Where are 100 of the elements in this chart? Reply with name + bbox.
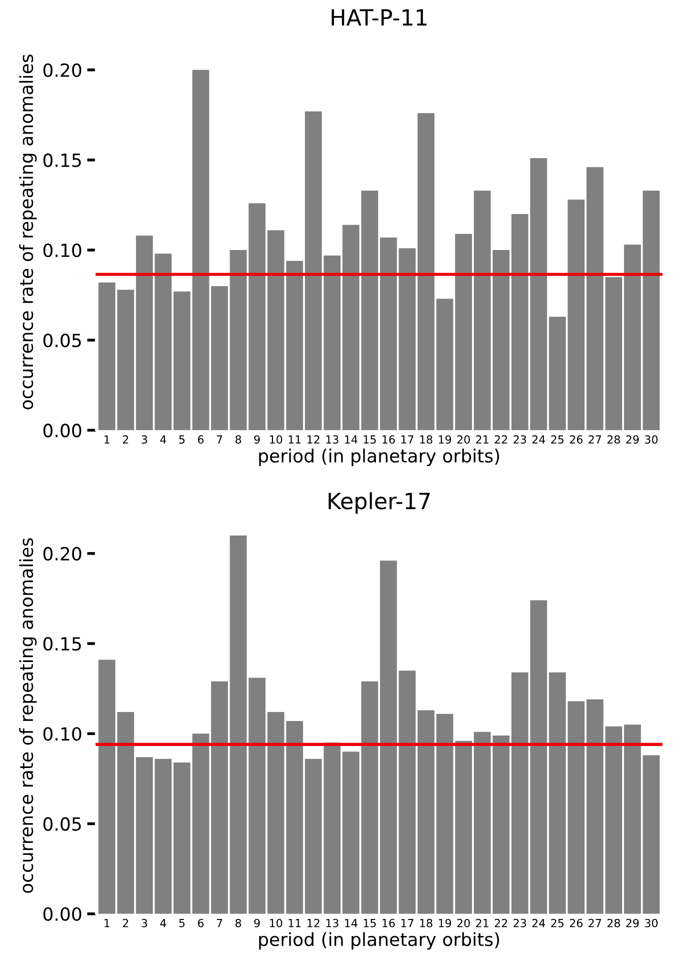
x-tick-label: 19 — [438, 918, 452, 928]
x-tick-label: 13 — [326, 918, 338, 928]
x-tick-label: 29 — [626, 918, 639, 928]
bar — [380, 237, 397, 430]
x-tick-label: 20 — [457, 435, 470, 444]
x-tick-label: 8 — [236, 918, 242, 928]
bar — [192, 734, 210, 914]
x-tick-label: 11 — [288, 435, 301, 444]
x-tick-label: 17 — [401, 435, 414, 444]
x-tick-label: 10 — [270, 435, 282, 444]
y-tick-label: 0.05 — [43, 334, 81, 348]
bar — [192, 70, 210, 430]
x-tick-label: 30 — [645, 435, 658, 444]
bar — [624, 244, 641, 430]
x-tick-label: 25 — [551, 918, 564, 928]
x-tick-label: 20 — [457, 918, 470, 928]
bar — [586, 699, 604, 914]
y-tick-label: 0.05 — [43, 817, 81, 831]
chart-title: Kepler-17 — [328, 492, 430, 514]
bar — [586, 167, 604, 430]
x-tick-label: 19 — [438, 435, 452, 444]
x-tick-label: 15 — [364, 435, 376, 444]
x-tick-label: 22 — [494, 918, 508, 928]
bar — [230, 535, 247, 914]
y-tick-label: 0.20 — [43, 63, 82, 77]
x-tick-label: 4 — [160, 919, 166, 928]
bar — [436, 714, 454, 914]
x-tick-label: 7 — [216, 435, 222, 444]
bar — [642, 190, 660, 430]
x-tick-label: 8 — [236, 435, 242, 444]
y-tick-label: 0.20 — [43, 546, 82, 561]
bar — [398, 248, 416, 430]
bar — [418, 113, 434, 430]
y-tick-label: 0.00 — [43, 424, 82, 438]
x-tick-label: 9 — [254, 918, 260, 928]
bar — [455, 740, 472, 914]
x-tick-label: 17 — [401, 919, 414, 928]
x-tick-label: 27 — [588, 918, 602, 928]
bar — [248, 203, 266, 430]
x-tick-label: 3 — [142, 435, 148, 444]
chart-title: HAT-P-11 — [332, 9, 426, 26]
y-tick-label: 0.15 — [43, 153, 81, 168]
x-tick-label: 13 — [326, 435, 338, 444]
x-tick-label: 28 — [607, 435, 620, 444]
x-tick-label: 7 — [216, 919, 222, 928]
x-tick-label: 1 — [104, 919, 110, 928]
y-axis-title: occurrence rate of repeating anomalies — [19, 54, 37, 410]
x-tick-label: 14 — [345, 919, 358, 928]
x-tick-label: 22 — [494, 435, 508, 444]
x-tick-label: 12 — [308, 918, 320, 928]
x-tick-label: 26 — [570, 435, 583, 444]
x-tick-label: 5 — [179, 435, 185, 444]
x-tick-label: 16 — [382, 918, 395, 928]
x-axis-title: period (in planetary orbits) — [259, 448, 500, 466]
bar — [605, 277, 622, 430]
x-tick-label: 21 — [476, 918, 488, 928]
bar — [174, 762, 190, 914]
x-tick-label: 25 — [551, 435, 564, 444]
y-tick-label: 0.15 — [43, 637, 81, 651]
bar — [642, 755, 660, 914]
bar — [605, 726, 622, 914]
bar — [436, 298, 454, 430]
x-tick-label: 29 — [626, 435, 639, 444]
y-tick-label: 0.10 — [43, 244, 82, 258]
x-tick-label: 5 — [179, 919, 185, 928]
x-tick-label: 10 — [270, 918, 282, 928]
bar — [174, 291, 190, 430]
y-axis-title: occurrence rate of repeating anomalies — [19, 538, 37, 893]
x-tick-label: 14 — [345, 435, 358, 444]
y-tick-label: 0.10 — [43, 727, 82, 741]
x-tick-label: 1 — [104, 435, 110, 444]
bar — [380, 560, 397, 914]
x-tick-label: 2 — [122, 435, 128, 444]
x-tick-label: 21 — [476, 435, 488, 444]
x-axis-title: period (in planetary orbits) — [259, 932, 500, 950]
x-tick-label: 11 — [288, 919, 301, 928]
y-tick-label: 0.00 — [43, 907, 82, 921]
x-tick-label: 6 — [198, 918, 204, 928]
bar — [455, 234, 472, 430]
bar — [211, 681, 228, 914]
bar — [624, 724, 641, 914]
x-tick-label: 23 — [514, 918, 526, 928]
x-tick-label: 3 — [142, 918, 148, 928]
x-tick-label: 30 — [645, 918, 658, 928]
x-tick-label: 15 — [364, 919, 376, 928]
bar — [230, 250, 247, 430]
bar — [211, 286, 228, 430]
x-tick-label: 18 — [420, 435, 432, 444]
x-tick-label: 4 — [160, 435, 166, 444]
bar — [248, 678, 266, 914]
x-tick-label: 27 — [588, 435, 602, 444]
x-tick-label: 16 — [382, 435, 395, 444]
x-tick-label: 18 — [420, 918, 432, 928]
x-tick-label: 12 — [308, 435, 320, 444]
x-tick-label: 26 — [570, 918, 583, 928]
bar — [398, 670, 416, 914]
x-tick-label: 2 — [122, 918, 128, 928]
x-tick-label: 24 — [532, 435, 546, 444]
x-tick-label: 6 — [198, 435, 204, 444]
x-tick-label: 24 — [532, 918, 546, 928]
